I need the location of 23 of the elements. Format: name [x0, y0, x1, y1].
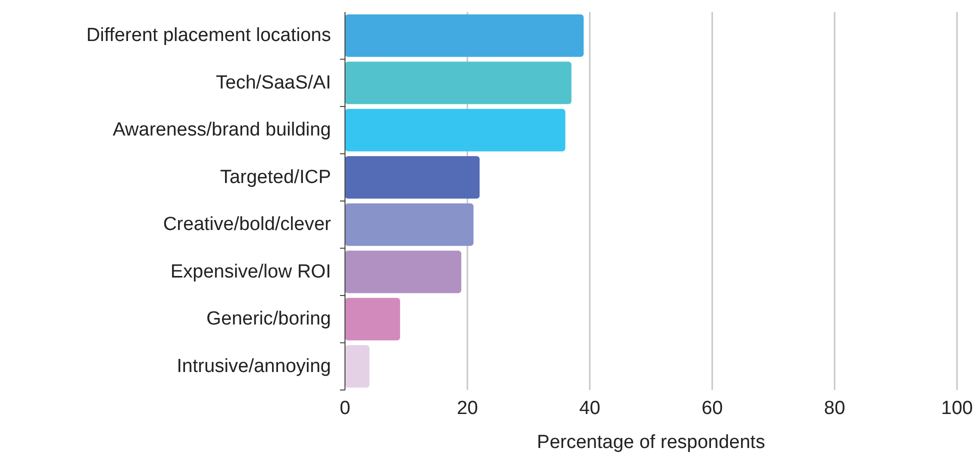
bar — [345, 203, 474, 246]
y-tick-label: Expensive/low ROI — [170, 261, 331, 282]
x-tick-label: 20 — [456, 398, 478, 419]
x-tick-label: 0 — [340, 398, 350, 419]
y-tick-label: Generic/boring — [206, 308, 331, 330]
x-tick-label: 100 — [941, 398, 973, 419]
bar — [345, 156, 480, 199]
bar — [345, 62, 572, 104]
bar — [345, 345, 370, 388]
y-tick-label: Different placement locations — [86, 25, 331, 46]
x-tick-label: 60 — [702, 398, 723, 419]
bar — [345, 108, 566, 152]
y-tick-label: Creative/bold/clever — [163, 214, 332, 236]
x-axis-title: Percentage of respondents — [536, 432, 766, 453]
bar — [345, 250, 462, 294]
x-tick-label: 40 — [579, 398, 600, 419]
y-tick-label: Targeted/ICP — [220, 166, 331, 188]
bar — [345, 14, 584, 57]
y-tick-label: Awareness/brand building — [112, 120, 331, 141]
bar — [345, 298, 400, 340]
y-tick-label: Tech/SaaS/AI — [216, 72, 331, 94]
y-tick-label: Intrusive/annoying — [176, 356, 331, 377]
x-tick-label: 80 — [824, 398, 846, 419]
